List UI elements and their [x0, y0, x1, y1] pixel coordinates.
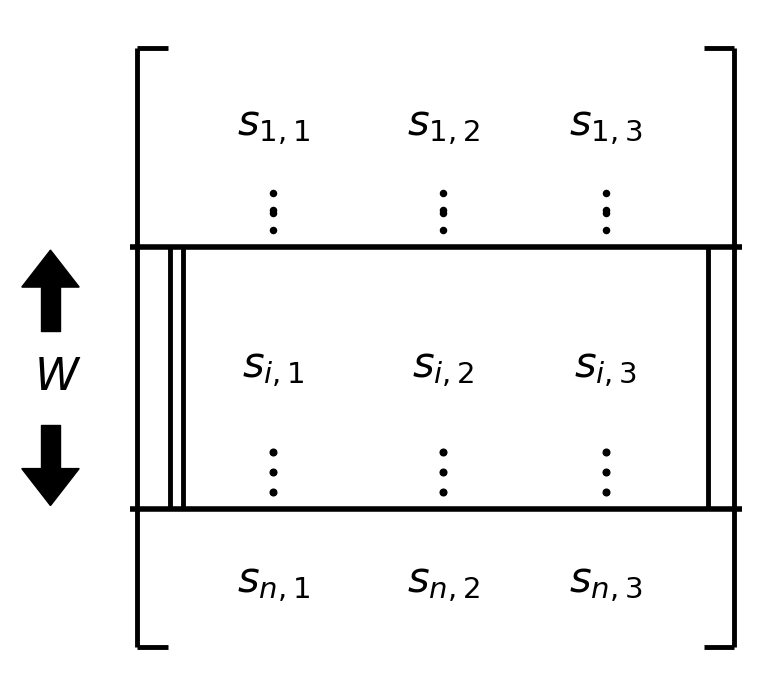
Text: $\mathit{W}$: $\mathit{W}$: [34, 356, 82, 400]
Polygon shape: [22, 250, 79, 287]
Text: $\mathit{s}_{1,1}$: $\mathit{s}_{1,1}$: [236, 105, 310, 146]
Text: $\mathit{s}_{i,3}$: $\mathit{s}_{i,3}$: [574, 347, 637, 389]
Polygon shape: [22, 468, 79, 506]
Text: $\mathit{s}_{n,2}$: $\mathit{s}_{n,2}$: [407, 562, 480, 604]
Text: $\mathit{s}_{i,2}$: $\mathit{s}_{i,2}$: [412, 347, 475, 389]
Text: $\mathit{s}_{1,2}$: $\mathit{s}_{1,2}$: [407, 105, 480, 146]
Text: $\mathit{s}_{i,1}$: $\mathit{s}_{i,1}$: [242, 347, 305, 389]
Text: $\mathit{s}_{n,1}$: $\mathit{s}_{n,1}$: [236, 562, 310, 604]
Text: $\mathit{s}_{1,3}$: $\mathit{s}_{1,3}$: [568, 105, 642, 146]
Text: $\mathit{s}_{n,3}$: $\mathit{s}_{n,3}$: [569, 562, 642, 604]
